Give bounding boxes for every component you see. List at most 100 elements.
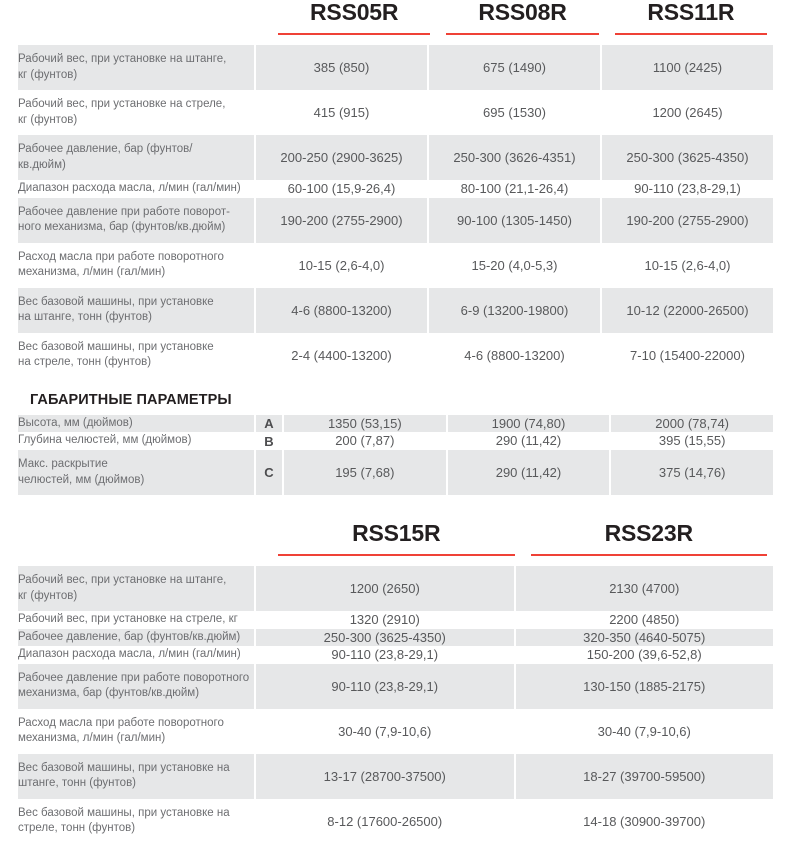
spec-value: 190-200 (2755-2900) [256,197,427,243]
spec-label: Рабочий вес, при установке на стреле, кг … [18,90,254,136]
table-row: Рабочий вес, при установке на штанге, кг … [18,45,773,91]
model-header-row-2: RSS15R RSS23R [16,520,776,557]
table-row: Рабочий вес, при установке на стреле, кг… [18,611,773,629]
spec-value: 10-15 (2,6-4,0) [256,242,427,288]
dimension-value: 290 (11,42) [447,450,610,496]
spec-label: Рабочий вес, при установке на стреле, кг [18,611,254,629]
table-row: Рабочее давление при работе поворотного м… [18,663,773,709]
dimension-value: 2000 (78,74) [611,414,773,433]
table-row: Глубина челюстей, мм (дюймов) B 200 (7,8… [18,432,773,450]
table-row: Высота, мм (дюймов) A 1350 (53,15) 1900 … [18,414,773,433]
section-title-dimensions: ГАБАРИТНЫЕ ПАРАМЕТРЫ [30,391,232,408]
table-row: Диапазон расхода масла, л/мин (гал/мин) … [18,180,773,198]
spec-value: 13-17 (28700-37500) [256,753,514,799]
model-accent-rule [278,554,515,557]
spec-value: 675 (1490) [429,45,600,91]
model-name: RSS05R [310,0,399,25]
spec-value: 320-350 (4640-5075) [515,628,773,647]
dimension-value: 1900 (74,80) [447,414,610,433]
spec-value: 2130 (4700) [515,566,773,612]
spec-value: 4-6 (8800-13200) [429,332,600,378]
spec-label: Рабочий вес, при установке на штанге, кг … [18,45,254,91]
spec-value: 1200 (2650) [256,566,514,612]
dimension-value: 290 (11,42) [447,432,610,450]
spec-value: 6-9 (13200-19800) [429,287,600,333]
table-row: Рабочий вес, при установке на стреле, кг … [18,90,773,136]
spec-value: 1100 (2425) [602,45,773,91]
spec-value: 1200 (2645) [602,90,773,136]
spec-value: 90-100 (1305-1450) [429,197,600,243]
dimension-value: 375 (14,76) [611,450,773,496]
model-name: RSS08R [478,0,567,25]
table-row: Вес базовой машины, при установке на штан… [18,287,773,333]
spec-value: 4-6 (8800-13200) [256,287,427,333]
dimension-value: 200 (7,87) [284,432,446,450]
table-row: Рабочее давление, бар (фунтов/кв.дюйм) 2… [18,135,773,181]
model-name: RSS11R [647,0,735,25]
spec-value: 18-27 (39700-59500) [515,753,773,799]
model-name: RSS23R [604,520,693,547]
spec-value: 1320 (2910) [256,611,514,629]
model-column-rss23r: RSS23R [523,520,776,557]
spec-value: 250-300 (3625-4350) [602,135,773,181]
spec-value: 30-40 (7,9-10,6) [256,708,514,754]
model-accent-rule [530,554,767,557]
spec-value: 8-12 (17600-26500) [256,798,514,844]
spec-label: Вес базовой машины, при установке на штан… [18,753,254,799]
model-column-rss15r: RSS15R [270,520,523,557]
spec-value: 2-4 (4400-13200) [256,332,427,378]
spec-value: 385 (850) [256,45,427,91]
spec-value: 2200 (4850) [515,611,773,629]
spec-label: Диапазон расхода масла, л/мин (гал/мин) [18,646,254,664]
dimension-label: Высота, мм (дюймов) [18,414,254,433]
group-spacer [16,495,775,521]
spec-value: 90-110 (23,8-29,1) [602,180,773,198]
model-accent-rule [446,33,599,36]
spec-label: Расход масла при работе поворотного механ… [18,242,254,288]
dimension-label: Глубина челюстей, мм (дюймов) [18,432,254,450]
spec-table-group-2: Рабочий вес, при установке на штанге, кг … [16,566,775,844]
spec-value: 14-18 (30900-39700) [515,798,773,844]
table-row: Рабочее давление при работе поворот-ного… [18,197,773,243]
model-accent-rule [614,33,767,36]
dimension-value: 1350 (53,15) [284,414,446,433]
model-column-rss11r: RSS11R [607,0,775,36]
spec-value: 130-150 (1885-2175) [515,663,773,709]
spec-value: 60-100 (15,9-26,4) [256,180,427,198]
dimensions-table-group-1: Высота, мм (дюймов) A 1350 (53,15) 1900 … [16,414,775,496]
spec-value: 10-15 (2,6-4,0) [602,242,773,288]
model-name: RSS15R [352,520,441,547]
section-title-dimensions: ГАБАРИТНЫЕ ПАРАМЕТРЫ [16,844,775,860]
table-row: Вес базовой машины, при установке на стре… [18,332,773,378]
spec-label: Вес базовой машины, при установке на стре… [18,798,254,844]
dimension-marker: A [256,414,282,433]
table-row: Вес базовой машины, при установке на стре… [18,798,773,844]
spec-value: 90-110 (23,8-29,1) [256,663,514,709]
dimension-marker: B [256,432,282,450]
spec-table-group-1: Рабочий вес, при установке на штанге, кг … [16,45,775,378]
spec-label: Рабочее давление, бар (фунтов/кв.дюйм) [18,628,254,647]
dimension-value: 195 (7,68) [284,450,446,496]
model-column-rss08r: RSS08R [438,0,606,36]
spec-label: Рабочее давление, бар (фунтов/кв.дюйм) [18,135,254,181]
spec-label: Рабочий вес, при установке на штанге, кг … [18,566,254,612]
spec-value: 250-300 (3626-4351) [429,135,600,181]
spec-value: 90-110 (23,8-29,1) [256,646,514,664]
spec-value: 15-20 (4,0-5,3) [429,242,600,288]
model-accent-rule [278,33,431,36]
spec-label: Рабочее давление при работе поворотного м… [18,663,254,709]
spec-value: 30-40 (7,9-10,6) [515,708,773,754]
dimension-label: Макс. раскрытие челюстей, мм (дюймов) [18,450,254,496]
table-row: Рабочее давление, бар (фунтов/кв.дюйм) 2… [18,628,773,647]
spec-label: Вес базовой машины, при установке на стре… [18,332,254,378]
dimension-value: 395 (15,55) [611,432,773,450]
dimension-marker: C [256,450,282,496]
table-row: Рабочий вес, при установке на штанге, кг … [18,566,773,612]
spec-value: 7-10 (15400-22000) [602,332,773,378]
spec-value: 250-300 (3625-4350) [256,628,514,647]
table-row: Макс. раскрытие челюстей, мм (дюймов) C 1… [18,450,773,496]
spec-value: 190-200 (2755-2900) [602,197,773,243]
spec-label: Вес базовой машины, при установке на штан… [18,287,254,333]
spec-label: Рабочее давление при работе поворот-ного… [18,197,254,243]
